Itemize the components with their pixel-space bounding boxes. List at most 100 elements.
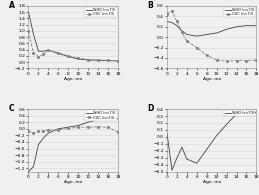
X-axis label: Age, mo: Age, mo [203,180,221,184]
CDC (n=73) [77,126,80,128]
WHO (n=73) [205,33,208,36]
CDC (n=73) [180,31,183,33]
WHO (n=73) [195,162,198,164]
CDC (n=73) [116,131,119,133]
CDC (n=73) [87,126,90,128]
CDC (n=73) [116,60,119,62]
CDC (n=73) [37,55,40,58]
WHO (n=73) [166,132,169,135]
CDC (n=73) [67,55,70,57]
Legend: WHO (n=73), CDC (n=73): WHO (n=73), CDC (n=73) [224,7,255,18]
Text: A: A [9,1,15,10]
WHO (n=73) [27,11,30,13]
CDC (n=73) [27,130,30,133]
WHO (n=73) [255,25,258,27]
WHO (n=73) [57,52,60,55]
CDC (n=73) [215,59,218,61]
CDC (n=73) [96,59,99,61]
WHO (n=73) [170,21,174,24]
CDC (n=73) [32,52,35,55]
Line: WHO (n=73): WHO (n=73) [28,118,118,172]
CDC (n=73) [106,59,110,61]
CDC (n=73) [170,10,174,12]
WHO (n=73) [116,118,119,120]
CDC (n=73) [37,130,40,133]
WHO (n=73) [27,170,30,173]
CDC (n=73) [32,132,35,134]
WHO (n=73) [87,121,90,123]
WHO (n=73) [47,49,50,51]
WHO (n=73) [235,26,238,28]
CDC (n=73) [27,30,30,32]
WHO (n=73) [175,25,178,27]
WHO (n=73) [175,157,178,159]
WHO (n=73) [37,144,40,146]
Legend: WHO (n=73), CDC (n=73): WHO (n=73), CDC (n=73) [85,7,117,18]
WHO (n=73) [180,30,183,32]
Text: D: D [147,104,154,113]
CDC (n=73) [57,129,60,131]
WHO (n=73) [32,33,35,35]
WHO (n=73) [42,137,45,139]
X-axis label: Age, mo: Age, mo [64,77,82,81]
CDC (n=73) [175,20,178,23]
WHO (n=73) [106,117,110,120]
WHO (n=73) [225,123,228,126]
X-axis label: Age, mo: Age, mo [203,77,221,81]
WHO (n=73) [215,134,218,137]
Line: WHO (n=73): WHO (n=73) [167,21,256,36]
WHO (n=73) [87,59,90,61]
WHO (n=73) [96,59,99,61]
CDC (n=73) [87,58,90,61]
Line: CDC (n=73): CDC (n=73) [166,10,257,62]
Line: WHO (n=73): WHO (n=73) [167,112,256,170]
WHO (n=73) [225,28,228,30]
WHO (n=73) [185,158,189,160]
WHO (n=73) [67,55,70,58]
WHO (n=73) [47,132,50,134]
CDC (n=73) [106,126,110,128]
CDC (n=73) [185,40,189,43]
CDC (n=73) [205,54,208,57]
WHO (n=73) [245,25,248,27]
WHO (n=73) [77,124,80,127]
Line: WHO (n=73): WHO (n=73) [28,12,118,61]
CDC (n=73) [57,52,60,54]
WHO (n=73) [32,166,35,168]
CDC (n=73) [235,59,238,62]
WHO (n=73) [116,60,119,62]
WHO (n=73) [37,50,40,52]
WHO (n=73) [195,35,198,37]
WHO (n=73) [42,50,45,52]
WHO (n=73) [57,128,60,130]
WHO (n=73) [255,111,258,114]
Legend: WHO (n=73): WHO (n=73) [224,110,255,116]
CDC (n=73) [42,53,45,56]
WHO (n=73) [106,59,110,62]
CDC (n=73) [67,127,70,130]
X-axis label: Age, mo: Age, mo [64,180,82,184]
CDC (n=73) [47,49,50,51]
Text: B: B [147,1,153,10]
WHO (n=73) [215,32,218,34]
WHO (n=73) [185,33,189,36]
CDC (n=73) [77,57,80,59]
WHO (n=73) [166,20,169,23]
WHO (n=73) [180,146,183,148]
Line: CDC (n=73): CDC (n=73) [28,30,119,62]
CDC (n=73) [225,60,228,62]
CDC (n=73) [42,130,45,132]
CDC (n=73) [166,12,169,15]
WHO (n=73) [67,126,70,128]
WHO (n=73) [77,58,80,60]
CDC (n=73) [195,46,198,49]
WHO (n=73) [170,169,174,171]
CDC (n=73) [245,59,248,62]
CDC (n=73) [255,59,258,61]
Line: CDC (n=73): CDC (n=73) [28,126,119,133]
Legend: WHO (n=73), CDC (n=73): WHO (n=73), CDC (n=73) [85,110,117,121]
WHO (n=73) [205,148,208,151]
WHO (n=73) [245,111,248,113]
CDC (n=73) [47,129,50,131]
CDC (n=73) [96,126,99,128]
